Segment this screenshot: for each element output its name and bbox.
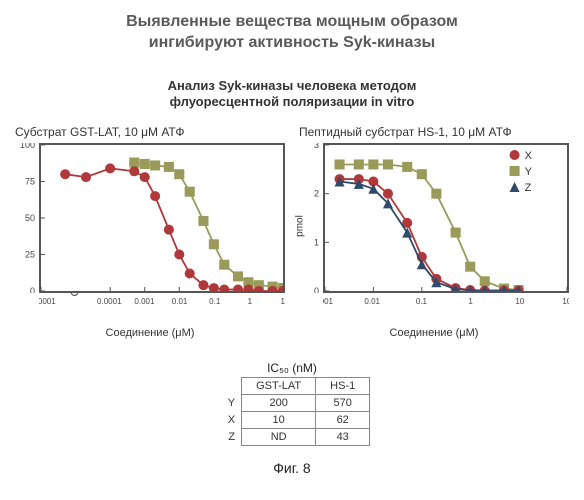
blank-cell bbox=[214, 378, 242, 395]
ic50-table: GST-LAT HS-1 Y 200 570 X 10 62 Z ND 43 bbox=[214, 377, 370, 446]
title-line1: Выявленные вещества мощным образом bbox=[0, 12, 584, 33]
row-label-x: X bbox=[214, 412, 242, 429]
cell: 570 bbox=[316, 395, 370, 412]
chart2-xticks: 0.001 0.01 0.1 1 10 100 bbox=[323, 293, 569, 309]
svg-text:1: 1 bbox=[248, 297, 253, 306]
row-label-z: Z bbox=[214, 429, 242, 446]
col-gstlat: GST-LAT bbox=[242, 378, 316, 395]
chart2-xlabel: Соединение (μМ) bbox=[299, 327, 569, 339]
charts-row: Субстрат GST-LAT, 10 μM АТФ Скорость, % … bbox=[0, 125, 584, 339]
svg-text:0.000001: 0.000001 bbox=[39, 297, 56, 306]
row-label-y: Y bbox=[214, 395, 242, 412]
subtitle-line1: Анализ Syk-киназы человека методом bbox=[0, 78, 584, 95]
svg-text:3: 3 bbox=[314, 143, 319, 150]
svg-text:X: X bbox=[525, 150, 533, 162]
table-header-row: GST-LAT HS-1 bbox=[214, 378, 370, 395]
subtitle-line2: флуоресцентной поляризации in vitro bbox=[170, 94, 415, 109]
ic50-title: IC₅₀ (nM) bbox=[0, 361, 584, 375]
svg-text:100: 100 bbox=[20, 143, 35, 150]
svg-text:0.1: 0.1 bbox=[209, 297, 221, 306]
chart2-block: Пептидный субстрат HS-1, 10 μM АТФ pmol … bbox=[299, 125, 569, 339]
svg-text:2: 2 bbox=[314, 189, 319, 199]
cell: 62 bbox=[316, 412, 370, 429]
svg-text:1: 1 bbox=[314, 238, 319, 248]
table-row: X 10 62 bbox=[214, 412, 370, 429]
table-row: Y 200 570 bbox=[214, 395, 370, 412]
svg-text:1: 1 bbox=[468, 297, 473, 306]
cell: ND bbox=[242, 429, 316, 446]
svg-text:0: 0 bbox=[314, 286, 319, 293]
svg-text:75: 75 bbox=[25, 177, 35, 187]
svg-text:0.01: 0.01 bbox=[172, 297, 188, 306]
cell: 200 bbox=[242, 395, 316, 412]
figure-caption: Фиг. 8 bbox=[0, 460, 584, 476]
table-row: Z ND 43 bbox=[214, 429, 370, 446]
main-title: Выявленные вещества мощным образом ингиб… bbox=[0, 0, 584, 54]
chart2-svg: XYZ bbox=[325, 145, 567, 291]
chart2-yticks: 0 1 2 3 bbox=[301, 143, 321, 293]
svg-text:0.1: 0.1 bbox=[416, 297, 428, 306]
subtitle: Анализ Syk-киназы человека методом флуор… bbox=[0, 78, 584, 112]
svg-text:25: 25 bbox=[25, 250, 35, 260]
chart1-xlabel: Соединение (μМ) bbox=[15, 327, 285, 339]
svg-text:100: 100 bbox=[562, 297, 569, 306]
svg-text:0.0001: 0.0001 bbox=[97, 297, 122, 306]
chart2-label: Пептидный субстрат HS-1, 10 μM АТФ bbox=[299, 125, 569, 139]
chart1-label: Субстрат GST-LAT, 10 μM АТФ bbox=[15, 125, 285, 139]
cell: 10 bbox=[242, 412, 316, 429]
title-line2: ингибируют активность Syk-киназы bbox=[0, 33, 584, 54]
svg-text:0: 0 bbox=[30, 286, 35, 293]
chart1-svg bbox=[41, 145, 283, 291]
svg-text:10: 10 bbox=[515, 297, 524, 306]
svg-text:Z: Z bbox=[525, 182, 532, 194]
chart1-frame bbox=[39, 143, 285, 293]
svg-text:Y: Y bbox=[525, 166, 533, 178]
chart1-block: Субстрат GST-LAT, 10 μM АТФ Скорость, % … bbox=[15, 125, 285, 339]
col-hs1: HS-1 bbox=[316, 378, 370, 395]
svg-text:0.001: 0.001 bbox=[323, 297, 334, 306]
svg-text:10: 10 bbox=[281, 297, 285, 306]
ic50-section: IC₅₀ (nM) GST-LAT HS-1 Y 200 570 X 10 62… bbox=[0, 361, 584, 446]
cell: 43 bbox=[316, 429, 370, 446]
svg-text:50: 50 bbox=[25, 213, 35, 223]
chart1-yticks: 0 25 50 75 100 bbox=[17, 143, 37, 293]
svg-text:0.001: 0.001 bbox=[134, 297, 155, 306]
svg-text:0.01: 0.01 bbox=[364, 297, 380, 306]
chart2-frame: XYZ bbox=[323, 143, 569, 293]
